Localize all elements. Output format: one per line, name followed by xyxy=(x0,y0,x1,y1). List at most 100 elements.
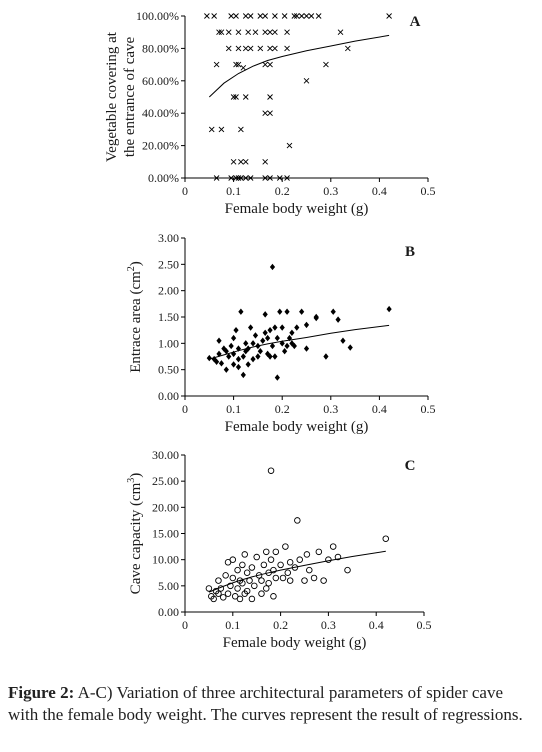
data-point-diamond xyxy=(228,342,234,350)
x-tick-label: 0.4 xyxy=(369,618,384,632)
data-point-x-marker xyxy=(267,94,273,100)
data-point-x-marker xyxy=(242,45,249,52)
data-point-diamond xyxy=(294,324,300,331)
data-point-x-marker xyxy=(242,158,249,165)
data-point-diamond xyxy=(243,340,249,347)
y-tick-label: 20.00% xyxy=(142,139,179,153)
data-point-diamond xyxy=(223,366,229,373)
data-point-x-marker xyxy=(262,110,269,117)
data-point-circle xyxy=(279,574,287,582)
data-point-diamond xyxy=(347,344,353,351)
data-point-diamond xyxy=(245,361,251,368)
y-axis-title: Cave capacity (cm3) xyxy=(126,473,144,595)
data-point-x-marker xyxy=(344,45,351,52)
data-point-diamond xyxy=(274,334,280,342)
data-point-x-marker xyxy=(272,13,278,19)
data-point-circle xyxy=(231,593,239,600)
x-tick-label: 0 xyxy=(182,184,188,198)
data-point-diamond xyxy=(231,361,237,368)
data-point-diamond xyxy=(265,334,271,342)
x-tick-label: 0.3 xyxy=(323,402,338,416)
data-point-x-marker xyxy=(298,13,305,19)
data-point-x-marker xyxy=(267,110,273,117)
data-point-circle xyxy=(306,566,313,574)
data-point-diamond xyxy=(313,314,319,322)
data-point-circle xyxy=(210,595,217,603)
x-tick-label: 0.1 xyxy=(226,184,241,198)
x-tick-label: 0.4 xyxy=(372,402,387,416)
y-tick-label: 0.50 xyxy=(158,363,179,377)
data-point-circle xyxy=(205,585,213,592)
data-point-diamond xyxy=(299,308,305,315)
data-point-circle xyxy=(234,566,241,574)
data-point-circle xyxy=(219,594,227,601)
data-point-x-marker xyxy=(272,45,278,52)
y-axis-title: the entrance of cave xyxy=(122,36,138,157)
data-point-circle xyxy=(282,543,289,550)
data-point-circle xyxy=(248,564,256,571)
data-point-x-marker xyxy=(286,142,293,149)
y-tick-label: 1.50 xyxy=(158,310,179,324)
x-tick-label: 0 xyxy=(182,618,188,632)
data-point-circle xyxy=(344,566,351,574)
data-point-x-marker xyxy=(284,45,290,52)
data-point-diamond xyxy=(262,311,268,318)
regression-curve xyxy=(208,550,386,593)
data-point-diamond xyxy=(277,308,283,315)
data-point-x-marker xyxy=(230,158,237,165)
data-point-x-marker xyxy=(257,13,264,19)
data-point-x-marker xyxy=(386,13,392,19)
data-point-diamond xyxy=(248,324,254,331)
data-point-circle xyxy=(303,551,311,558)
data-point-x-marker xyxy=(284,29,290,36)
data-point-circle xyxy=(258,577,265,584)
y-tick-label: 15.00 xyxy=(152,527,179,541)
caption-label: Figure 2: xyxy=(8,683,75,702)
data-point-diamond xyxy=(226,353,232,360)
data-point-diamond xyxy=(279,340,285,347)
data-point-x-marker xyxy=(247,45,254,52)
data-point-circle xyxy=(329,543,337,550)
data-point-diamond xyxy=(267,326,273,334)
data-point-x-marker xyxy=(235,61,242,68)
data-point-circle xyxy=(263,585,270,592)
data-point-circle xyxy=(301,577,308,584)
data-point-circle xyxy=(334,553,342,561)
data-point-x-marker xyxy=(211,13,217,19)
y-tick-label: 80.00% xyxy=(142,41,179,55)
x-tick-label: 0.1 xyxy=(226,402,241,416)
data-point-circle xyxy=(267,467,275,474)
data-point-x-marker xyxy=(247,13,254,19)
data-point-x-marker xyxy=(240,65,247,71)
data-point-circle xyxy=(241,551,248,558)
data-point-circle xyxy=(263,548,270,556)
y-tick-label: 30.00 xyxy=(152,448,179,462)
data-point-circle xyxy=(320,577,327,584)
data-point-x-marker xyxy=(247,175,254,181)
data-point-diamond xyxy=(238,308,244,315)
data-point-circle xyxy=(222,572,229,579)
data-point-circle xyxy=(227,582,234,590)
data-point-circle xyxy=(229,574,237,582)
y-tick-label: 25.00 xyxy=(152,474,179,488)
data-point-x-marker xyxy=(242,94,249,100)
data-point-diamond xyxy=(335,316,341,323)
data-point-circle xyxy=(267,556,275,563)
data-point-x-marker xyxy=(267,61,273,68)
data-point-x-marker xyxy=(233,94,239,100)
data-point-x-marker xyxy=(276,175,283,181)
data-point-diamond xyxy=(330,308,336,315)
data-point-diamond xyxy=(231,334,237,342)
data-point-circle xyxy=(272,574,280,582)
data-point-x-marker xyxy=(284,175,290,181)
data-point-x-marker xyxy=(252,29,259,36)
data-point-circle xyxy=(253,553,260,561)
data-point-x-marker xyxy=(238,158,244,165)
data-point-x-marker xyxy=(262,13,269,19)
data-point-diamond xyxy=(303,345,310,352)
data-point-x-marker xyxy=(235,175,242,181)
data-point-x-marker xyxy=(233,61,239,68)
data-point-circle xyxy=(272,548,280,556)
data-point-x-marker xyxy=(204,13,210,19)
figure-caption: Figure 2: A-C) Variation of three archit… xyxy=(8,682,536,726)
